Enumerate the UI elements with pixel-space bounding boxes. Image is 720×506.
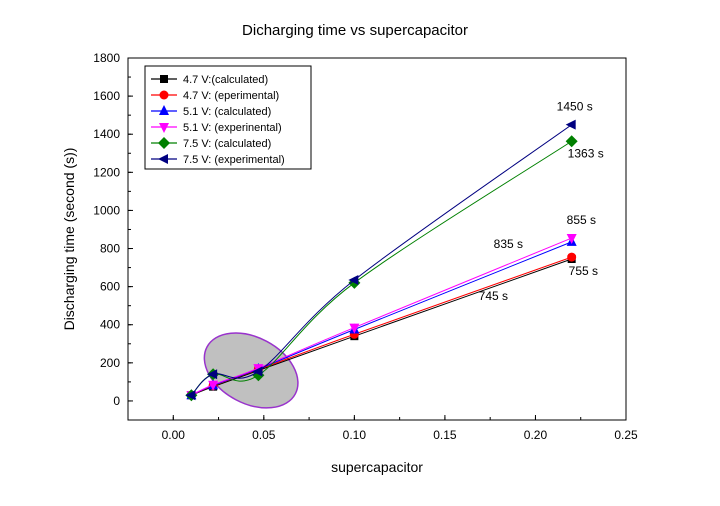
annotation: 1450 s — [557, 100, 593, 114]
annotation: 1363 s — [568, 146, 604, 160]
data-point — [207, 369, 218, 380]
legend-marker — [158, 137, 170, 149]
annotation: 745 s — [479, 289, 508, 303]
y-tick-label: 400 — [100, 318, 120, 332]
annotation-layer: 1450 s 1363 s 855 s 835 s 755 s 745 s — [479, 100, 604, 303]
data-point — [566, 234, 577, 245]
chart-title: Dicharging time vs supercapacitor — [242, 22, 468, 39]
legend: 4.7 V:(calculated) 4.7 V: (eperimental) 5.… — [144, 65, 312, 170]
y-tick-label: 800 — [100, 242, 120, 256]
y-tick-label: 0 — [113, 394, 120, 408]
data-point — [567, 252, 577, 262]
x-tick-label: 0.25 — [614, 428, 638, 442]
data-point — [348, 274, 359, 285]
x-tick-label: 0.10 — [343, 428, 367, 442]
legend-marker — [159, 90, 169, 100]
x-axis-label: supercapacitor — [331, 459, 423, 475]
legend-box — [144, 65, 312, 170]
y-tick-label: 1200 — [93, 165, 120, 179]
data-point — [208, 380, 219, 391]
x-axis: 0.00 0.05 0.10 0.15 0.20 0.25 — [127, 415, 638, 442]
data-point — [185, 390, 196, 401]
y-tick-label: 1800 — [93, 51, 120, 65]
data-point — [252, 366, 263, 377]
legend-label: 4.7 V:(calculated) — [183, 74, 268, 86]
highlight-ellipse-layer — [203, 332, 299, 409]
legend-label: 5.1 V: (calculated) — [183, 106, 271, 118]
series-6 — [185, 119, 576, 401]
y-tick-label: 200 — [100, 356, 120, 370]
highlight-ellipse — [203, 332, 299, 409]
annotation: 755 s — [569, 264, 598, 278]
data-point — [349, 323, 360, 334]
annotation: 855 s — [567, 213, 596, 227]
y-axis: 0 200 400 600 800 1000 1200 1400 1600 1800 — [93, 51, 133, 421]
legend-marker — [159, 105, 169, 115]
x-tick-label: 0.20 — [524, 428, 548, 442]
legend-marker — [159, 123, 169, 133]
data-point — [565, 135, 578, 148]
x-tick-label: 0.00 — [162, 428, 186, 442]
legend-label: 7.5 V: (calculated) — [183, 138, 271, 150]
y-axis-label: Discharging time (second (s)) — [61, 148, 77, 331]
data-point — [565, 119, 576, 130]
legend-marker — [158, 154, 168, 164]
plot-frame — [127, 57, 627, 421]
legend-label: 7.5 V: (experimental) — [183, 154, 285, 166]
series-line — [191, 237, 572, 396]
annotation: 835 s — [494, 237, 523, 251]
legend-label: 5.1 V: (experinental) — [183, 122, 282, 134]
series-layer — [185, 119, 578, 402]
x-tick-label: 0.15 — [433, 428, 457, 442]
legend-marker — [160, 75, 168, 83]
y-tick-label: 1600 — [93, 89, 120, 103]
y-tick-label: 1000 — [93, 203, 120, 217]
y-tick-label: 600 — [100, 280, 120, 294]
legend-label: 4.7 V: (eperimental) — [183, 90, 279, 102]
x-tick-label: 0.05 — [252, 428, 276, 442]
y-tick-label: 1400 — [93, 127, 120, 141]
